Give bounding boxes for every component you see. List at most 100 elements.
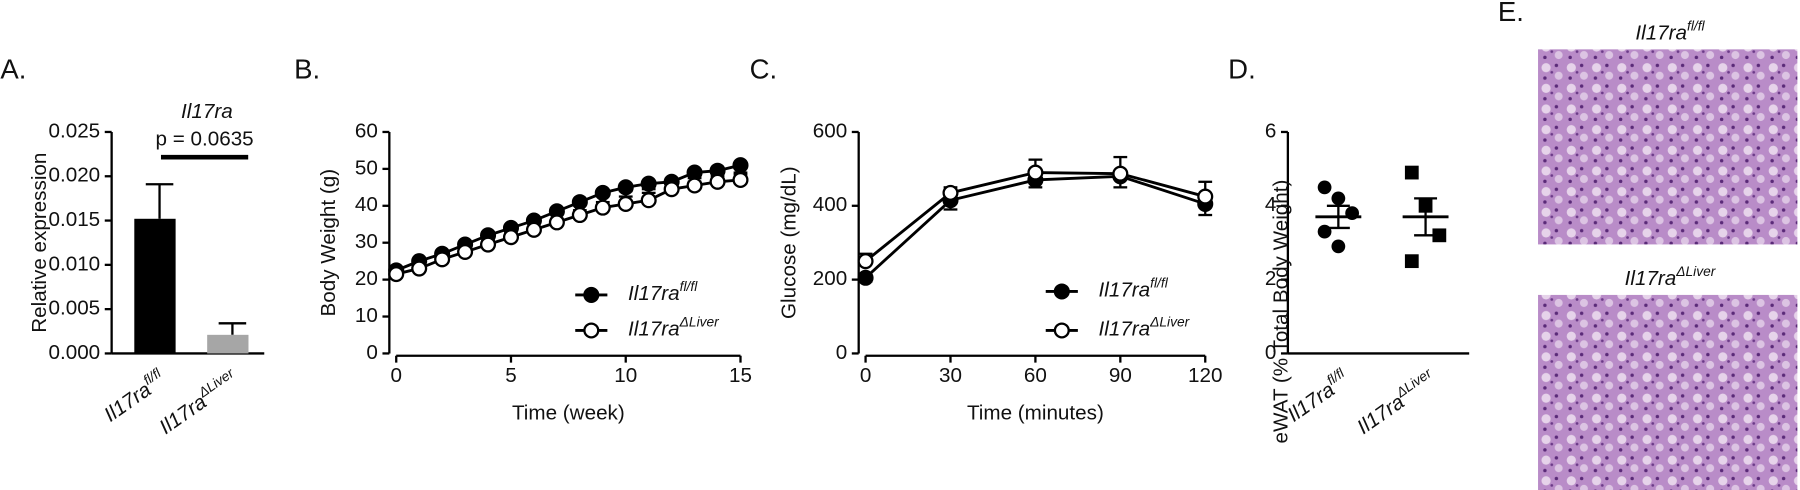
y-tick-label: 10: [355, 304, 378, 327]
x-tick-label-superscript: ΔLiver: [1393, 365, 1436, 401]
x-tick-label: 30: [939, 364, 962, 387]
legend-label-base: Il17ra: [628, 282, 680, 305]
y-tick-label: 40: [355, 193, 378, 216]
data-point: [571, 206, 588, 224]
data-point: [1027, 164, 1044, 181]
data-point: [1404, 165, 1419, 180]
legend-label-superscript: fl/fl: [680, 279, 699, 294]
x-axis-label: Time (minutes): [967, 402, 1104, 425]
histology-image: [1538, 294, 1798, 490]
data-point: [1331, 191, 1346, 206]
bar: [134, 218, 176, 354]
image-title-superscript: fl/fl: [1687, 19, 1706, 34]
x-tick-label: 15: [729, 364, 752, 387]
data-point: [663, 181, 680, 198]
data-point: [1331, 239, 1346, 254]
data-point: [709, 173, 726, 190]
y-tick-label: 50: [355, 156, 378, 179]
data-point: [411, 260, 428, 277]
legend-marker: [583, 322, 600, 339]
histology-image: [1538, 49, 1798, 245]
legend-marker: [583, 286, 600, 303]
x-tick-label: Il17rafl/fl: [1282, 365, 1355, 427]
chart-title: Il17ra: [181, 100, 233, 123]
data-point: [1432, 228, 1447, 243]
data-point: [525, 221, 542, 238]
y-tick-label: 20: [355, 267, 378, 290]
data-point: [732, 171, 749, 188]
data-point: [457, 243, 474, 260]
y-tick-label: 2: [1265, 267, 1276, 290]
x-tick-label: 10: [614, 364, 637, 387]
y-tick-label: 0.005: [49, 297, 101, 320]
series-line: [864, 174, 1206, 279]
image-title-base: Il17ra: [1625, 267, 1677, 290]
legend-label-base: Il17ra: [1099, 279, 1151, 302]
y-tick-label: 0.020: [49, 164, 101, 187]
x-tick-label: 120: [1188, 364, 1222, 387]
data-point: [640, 192, 657, 209]
y-axis-label: eWAT (% Total Body Weight): [1270, 180, 1293, 444]
series-line: [395, 163, 741, 272]
panel-letter: A.: [0, 53, 26, 84]
y-tick-label: 60: [355, 119, 378, 142]
legend-label-superscript: ΔLiver: [1149, 315, 1190, 330]
x-tick-label: Il17raΔLiver: [1351, 365, 1442, 439]
data-point: [1404, 254, 1419, 269]
y-axis-label: Body Weight (g): [317, 169, 340, 317]
x-tick-label: 0: [860, 364, 871, 387]
data-point: [502, 229, 520, 246]
y-tick-label: 6: [1265, 119, 1276, 142]
panel-letter: E.: [1498, 0, 1524, 27]
data-point: [942, 184, 959, 201]
legend-label-superscript: ΔLiver: [679, 315, 720, 330]
legend-label: Il17rafl/fl: [628, 279, 698, 305]
data-point: [686, 177, 703, 194]
y-tick-label: 0.010: [49, 252, 101, 275]
panel-letter: D.: [1228, 53, 1256, 84]
y-tick-label: 400: [813, 193, 847, 216]
data-point: [617, 195, 634, 212]
y-tick-label: 0: [366, 341, 377, 364]
legend-label: Il17raΔLiver: [1099, 315, 1191, 341]
x-tick-label: 0: [390, 364, 401, 387]
legend-label-superscript: fl/fl: [1150, 276, 1169, 291]
y-tick-label: 0.015: [49, 208, 101, 231]
data-point: [1317, 180, 1332, 195]
data-point: [480, 236, 497, 253]
bar: [207, 334, 249, 354]
data-point: [548, 214, 565, 231]
legend-label-base: Il17ra: [1099, 318, 1151, 341]
legend-marker: [1053, 283, 1070, 300]
legend-label: Il17raΔLiver: [628, 315, 720, 341]
x-tick-label: 60: [1024, 364, 1047, 387]
data-point: [388, 266, 405, 283]
data-point: [857, 269, 874, 286]
data-point: [857, 253, 874, 270]
image-title-superscript: ΔLiver: [1675, 264, 1716, 279]
y-tick-label: 0: [836, 341, 847, 364]
y-tick-label: 600: [813, 119, 847, 142]
image-title: Il17raΔLiver: [1625, 264, 1717, 290]
panel-letter: C.: [750, 53, 778, 84]
y-tick-label: 0.000: [49, 341, 101, 364]
x-tick-label: Il17raΔLiver: [154, 365, 245, 439]
y-axis-label: Relative expression: [28, 153, 51, 333]
data-point: [594, 199, 611, 216]
image-title-base: Il17ra: [1635, 22, 1687, 45]
annotation: p = 0.0635: [156, 127, 254, 150]
legend-label: Il17rafl/fl: [1099, 276, 1169, 302]
data-point: [434, 251, 451, 268]
x-tick-label: 90: [1109, 364, 1132, 387]
legend-marker: [1053, 322, 1070, 339]
data-point: [1112, 165, 1129, 182]
y-tick-label: 30: [355, 230, 378, 253]
y-tick-label: 0.025: [49, 119, 101, 142]
y-tick-label: 0: [1265, 341, 1276, 364]
data-point: [732, 157, 749, 174]
y-tick-label: 4: [1265, 193, 1276, 216]
panel-letter: B.: [294, 53, 320, 84]
y-axis-label: Glucose (mg/dL): [777, 166, 800, 319]
data-point: [1197, 188, 1214, 205]
